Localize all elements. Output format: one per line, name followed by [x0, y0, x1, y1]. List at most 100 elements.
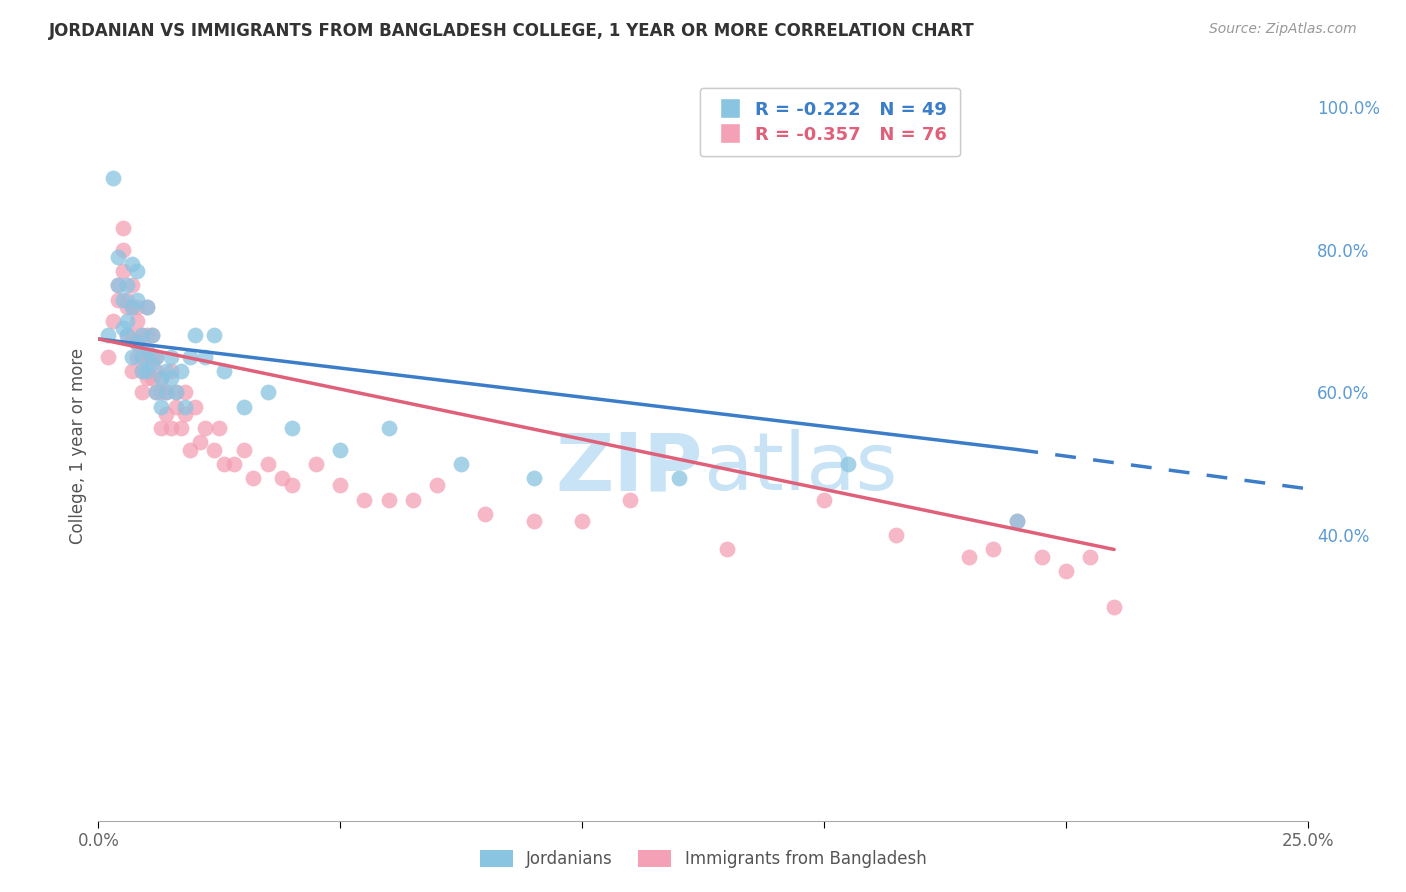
Point — [184, 400, 207, 414]
Point — [111, 264, 134, 278]
Text: ZIP: ZIP — [555, 429, 703, 508]
Point — [232, 442, 254, 457]
Point — [127, 293, 149, 307]
Point — [97, 328, 120, 343]
Point — [145, 364, 167, 378]
Point — [121, 328, 143, 343]
Point — [716, 542, 738, 557]
Point — [1102, 599, 1125, 614]
Point — [121, 300, 143, 314]
Point — [232, 400, 254, 414]
Point — [155, 407, 177, 421]
Point — [150, 371, 173, 385]
Point — [165, 400, 187, 414]
Point — [1031, 549, 1053, 564]
Point — [450, 457, 472, 471]
Point — [150, 421, 173, 435]
Point — [117, 300, 139, 314]
Point — [174, 400, 197, 414]
Point — [117, 314, 139, 328]
Point — [107, 278, 129, 293]
Point — [155, 385, 177, 400]
Point — [668, 471, 690, 485]
Point — [1054, 564, 1077, 578]
Point — [107, 278, 129, 293]
Point — [141, 371, 163, 385]
Point — [169, 421, 191, 435]
Point — [426, 478, 449, 492]
Point — [377, 492, 399, 507]
Point — [174, 407, 197, 421]
Point — [127, 335, 149, 350]
Point — [121, 300, 143, 314]
Point — [111, 293, 134, 307]
Point — [131, 385, 153, 400]
Point — [97, 350, 120, 364]
Point — [377, 421, 399, 435]
Point — [141, 357, 163, 371]
Point — [135, 371, 157, 385]
Point — [194, 350, 217, 364]
Point — [127, 314, 149, 328]
Point — [212, 364, 235, 378]
Point — [135, 328, 157, 343]
Point — [169, 364, 191, 378]
Point — [188, 435, 211, 450]
Point — [150, 371, 173, 385]
Point — [222, 457, 245, 471]
Point — [117, 278, 139, 293]
Point — [127, 300, 149, 314]
Legend: Jordanians, Immigrants from Bangladesh: Jordanians, Immigrants from Bangladesh — [472, 843, 934, 875]
Point — [571, 514, 593, 528]
Point — [141, 350, 163, 364]
Point — [101, 314, 124, 328]
Point — [281, 478, 304, 492]
Point — [242, 471, 264, 485]
Point — [155, 364, 177, 378]
Point — [135, 300, 157, 314]
Point — [121, 257, 143, 271]
Point — [160, 364, 183, 378]
Point — [179, 442, 201, 457]
Point — [305, 457, 328, 471]
Text: Source: ZipAtlas.com: Source: ZipAtlas.com — [1209, 22, 1357, 37]
Point — [145, 385, 167, 400]
Point — [111, 221, 134, 235]
Point — [127, 264, 149, 278]
Point — [127, 350, 149, 364]
Point — [474, 507, 496, 521]
Text: JORDANIAN VS IMMIGRANTS FROM BANGLADESH COLLEGE, 1 YEAR OR MORE CORRELATION CHAR: JORDANIAN VS IMMIGRANTS FROM BANGLADESH … — [49, 22, 974, 40]
Point — [117, 328, 139, 343]
Point — [131, 364, 153, 378]
Point — [194, 421, 217, 435]
Point — [111, 243, 134, 257]
Point — [141, 328, 163, 343]
Point — [523, 514, 546, 528]
Point — [135, 343, 157, 357]
Point — [127, 335, 149, 350]
Text: atlas: atlas — [703, 429, 897, 508]
Point — [107, 293, 129, 307]
Point — [208, 421, 231, 435]
Point — [281, 421, 304, 435]
Point — [131, 364, 153, 378]
Point — [131, 350, 153, 364]
Point — [160, 371, 183, 385]
Point — [150, 385, 173, 400]
Point — [212, 457, 235, 471]
Point — [131, 328, 153, 343]
Point — [121, 278, 143, 293]
Point — [1007, 514, 1029, 528]
Point — [160, 421, 183, 435]
Point — [165, 385, 187, 400]
Point — [150, 400, 173, 414]
Point — [135, 364, 157, 378]
Point — [353, 492, 375, 507]
Point — [402, 492, 425, 507]
Point — [256, 457, 278, 471]
Point — [981, 542, 1004, 557]
Point — [886, 528, 908, 542]
Point — [135, 300, 157, 314]
Point — [121, 350, 143, 364]
Point — [145, 350, 167, 364]
